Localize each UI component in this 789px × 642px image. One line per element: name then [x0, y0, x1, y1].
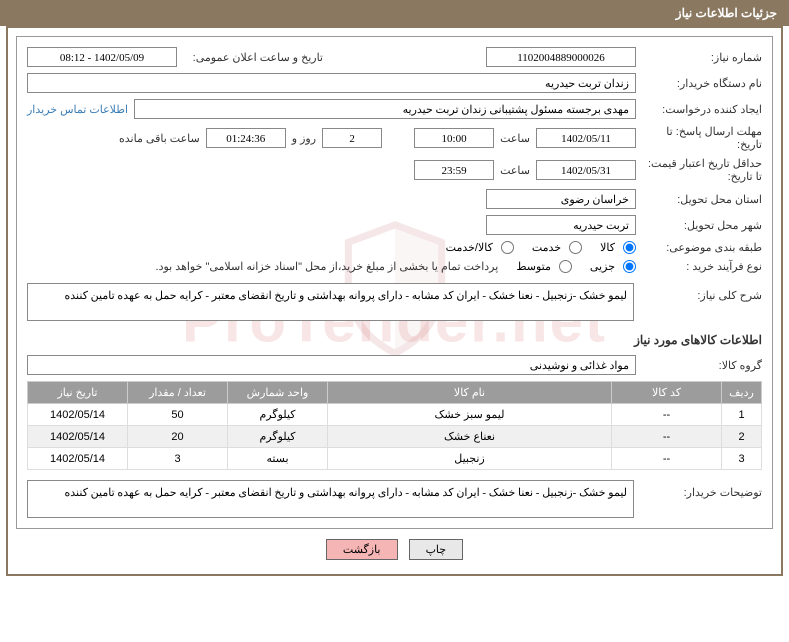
cat-service-option[interactable]: خدمت	[532, 241, 582, 254]
remain-suffix: ساعت باقی مانده	[119, 132, 200, 145]
items-section-title: اطلاعات کالاهای مورد نیاز	[27, 333, 762, 347]
buyer-desc-label: توضیحات خریدار:	[642, 480, 762, 499]
process-radio-group: جزیی متوسط پرداخت تمام یا بخشی از مبلغ خ…	[156, 260, 636, 273]
form-container: شماره نیاز: 1102004889000026 تاریخ و ساع…	[16, 36, 773, 529]
deadline-date: 1402/05/11	[536, 128, 636, 148]
cell-unit: کیلوگرم	[228, 426, 328, 448]
group-value: مواد غذائی و نوشیدنی	[27, 355, 636, 375]
city-label: شهر محل تحویل:	[642, 219, 762, 232]
cat-goods-label: کالا	[600, 241, 615, 254]
cell-unit: کیلوگرم	[228, 404, 328, 426]
cell-n: 1	[722, 404, 762, 426]
buyer-org-value: زندان تربت حیدریه	[27, 73, 636, 93]
page-title: جزئیات اطلاعات نیاز	[676, 6, 777, 20]
outer-frame: شماره نیاز: 1102004889000026 تاریخ و ساع…	[6, 26, 783, 576]
proc-minor-radio[interactable]	[623, 260, 636, 273]
cell-qty: 50	[128, 404, 228, 426]
remain-days: 2	[322, 128, 382, 148]
cat-both-label: کالا/خدمت	[446, 241, 493, 254]
cell-code: --	[612, 404, 722, 426]
cat-service-label: خدمت	[532, 241, 561, 254]
cat-both-option[interactable]: کالا/خدمت	[446, 241, 514, 254]
overview-text: لیمو خشک -زنجبیل - نعنا خشک - ایران کد م…	[27, 283, 634, 321]
cell-date: 1402/05/14	[28, 426, 128, 448]
requester-value: مهدی برجسته مسئول پشتیبانی زندان تربت حی…	[134, 99, 636, 119]
cell-qty: 3	[128, 448, 228, 470]
validity-label: حداقل تاریخ اعتبار قیمت: تا تاریخ:	[642, 157, 762, 183]
cell-n: 3	[722, 448, 762, 470]
th-qty: تعداد / مقدار	[128, 382, 228, 404]
time-label-2: ساعت	[500, 164, 530, 177]
process-note: پرداخت تمام یا بخشی از مبلغ خرید،از محل …	[156, 260, 499, 273]
requester-label: ایجاد کننده درخواست:	[642, 103, 762, 116]
proc-minor-label: جزیی	[590, 260, 615, 273]
process-label: نوع فرآیند خرید :	[642, 260, 762, 273]
buyer-org-label: نام دستگاه خریدار:	[642, 77, 762, 90]
validity-time: 23:59	[414, 160, 494, 180]
category-label: طبقه بندی موضوعی:	[642, 241, 762, 254]
cell-date: 1402/05/14	[28, 404, 128, 426]
th-code: کد کالا	[612, 382, 722, 404]
city-value: تربت حیدریه	[486, 215, 636, 235]
days-and-label: روز و	[292, 132, 316, 145]
cell-code: --	[612, 448, 722, 470]
cell-name: نعناع خشک	[328, 426, 612, 448]
th-row: ردیف	[722, 382, 762, 404]
page-title-bar: جزئیات اطلاعات نیاز	[0, 0, 789, 26]
cell-name: لیمو سبز خشک	[328, 404, 612, 426]
province-value: خراسان رضوی	[486, 189, 636, 209]
proc-medium-label: متوسط	[516, 260, 551, 273]
table-row: 3--زنجبیلبسته31402/05/14	[28, 448, 762, 470]
items-table: ردیف کد کالا نام کالا واحد شمارش تعداد /…	[27, 381, 762, 470]
button-row: چاپ بازگشت	[16, 529, 773, 566]
announce-label: تاریخ و ساعت اعلان عمومی:	[183, 51, 323, 64]
category-radio-group: کالا خدمت کالا/خدمت	[446, 241, 636, 254]
cat-both-radio[interactable]	[501, 241, 514, 254]
validity-date: 1402/05/31	[536, 160, 636, 180]
cell-qty: 20	[128, 426, 228, 448]
cell-name: زنجبیل	[328, 448, 612, 470]
cell-unit: بسته	[228, 448, 328, 470]
proc-minor-option[interactable]: جزیی	[590, 260, 636, 273]
table-row: 2--نعناع خشککیلوگرم201402/05/14	[28, 426, 762, 448]
deadline-label: مهلت ارسال پاسخ: تا تاریخ:	[642, 125, 762, 151]
need-no-value: 1102004889000026	[486, 47, 636, 67]
remain-time: 01:24:36	[206, 128, 286, 148]
need-no-label: شماره نیاز:	[642, 51, 762, 64]
cat-goods-option[interactable]: کالا	[600, 241, 636, 254]
time-label-1: ساعت	[500, 132, 530, 145]
cell-date: 1402/05/14	[28, 448, 128, 470]
deadline-time: 10:00	[414, 128, 494, 148]
cat-goods-radio[interactable]	[623, 241, 636, 254]
table-row: 1--لیمو سبز خشککیلوگرم501402/05/14	[28, 404, 762, 426]
th-date: تاریخ نیاز	[28, 382, 128, 404]
cell-code: --	[612, 426, 722, 448]
th-unit: واحد شمارش	[228, 382, 328, 404]
th-name: نام کالا	[328, 382, 612, 404]
announce-value: 1402/05/09 - 08:12	[27, 47, 177, 67]
buyer-contact-link[interactable]: اطلاعات تماس خریدار	[27, 103, 128, 116]
proc-medium-radio[interactable]	[559, 260, 572, 273]
print-button[interactable]: چاپ	[409, 539, 464, 560]
back-button[interactable]: بازگشت	[326, 539, 398, 560]
group-label: گروه کالا:	[642, 359, 762, 372]
overview-label: شرح کلی نیاز:	[642, 283, 762, 302]
proc-medium-option[interactable]: متوسط	[516, 260, 572, 273]
cat-service-radio[interactable]	[569, 241, 582, 254]
buyer-desc-text: لیمو خشک -زنجبیل - نعنا خشک - ایران کد م…	[27, 480, 634, 518]
province-label: استان محل تحویل:	[642, 193, 762, 206]
cell-n: 2	[722, 426, 762, 448]
